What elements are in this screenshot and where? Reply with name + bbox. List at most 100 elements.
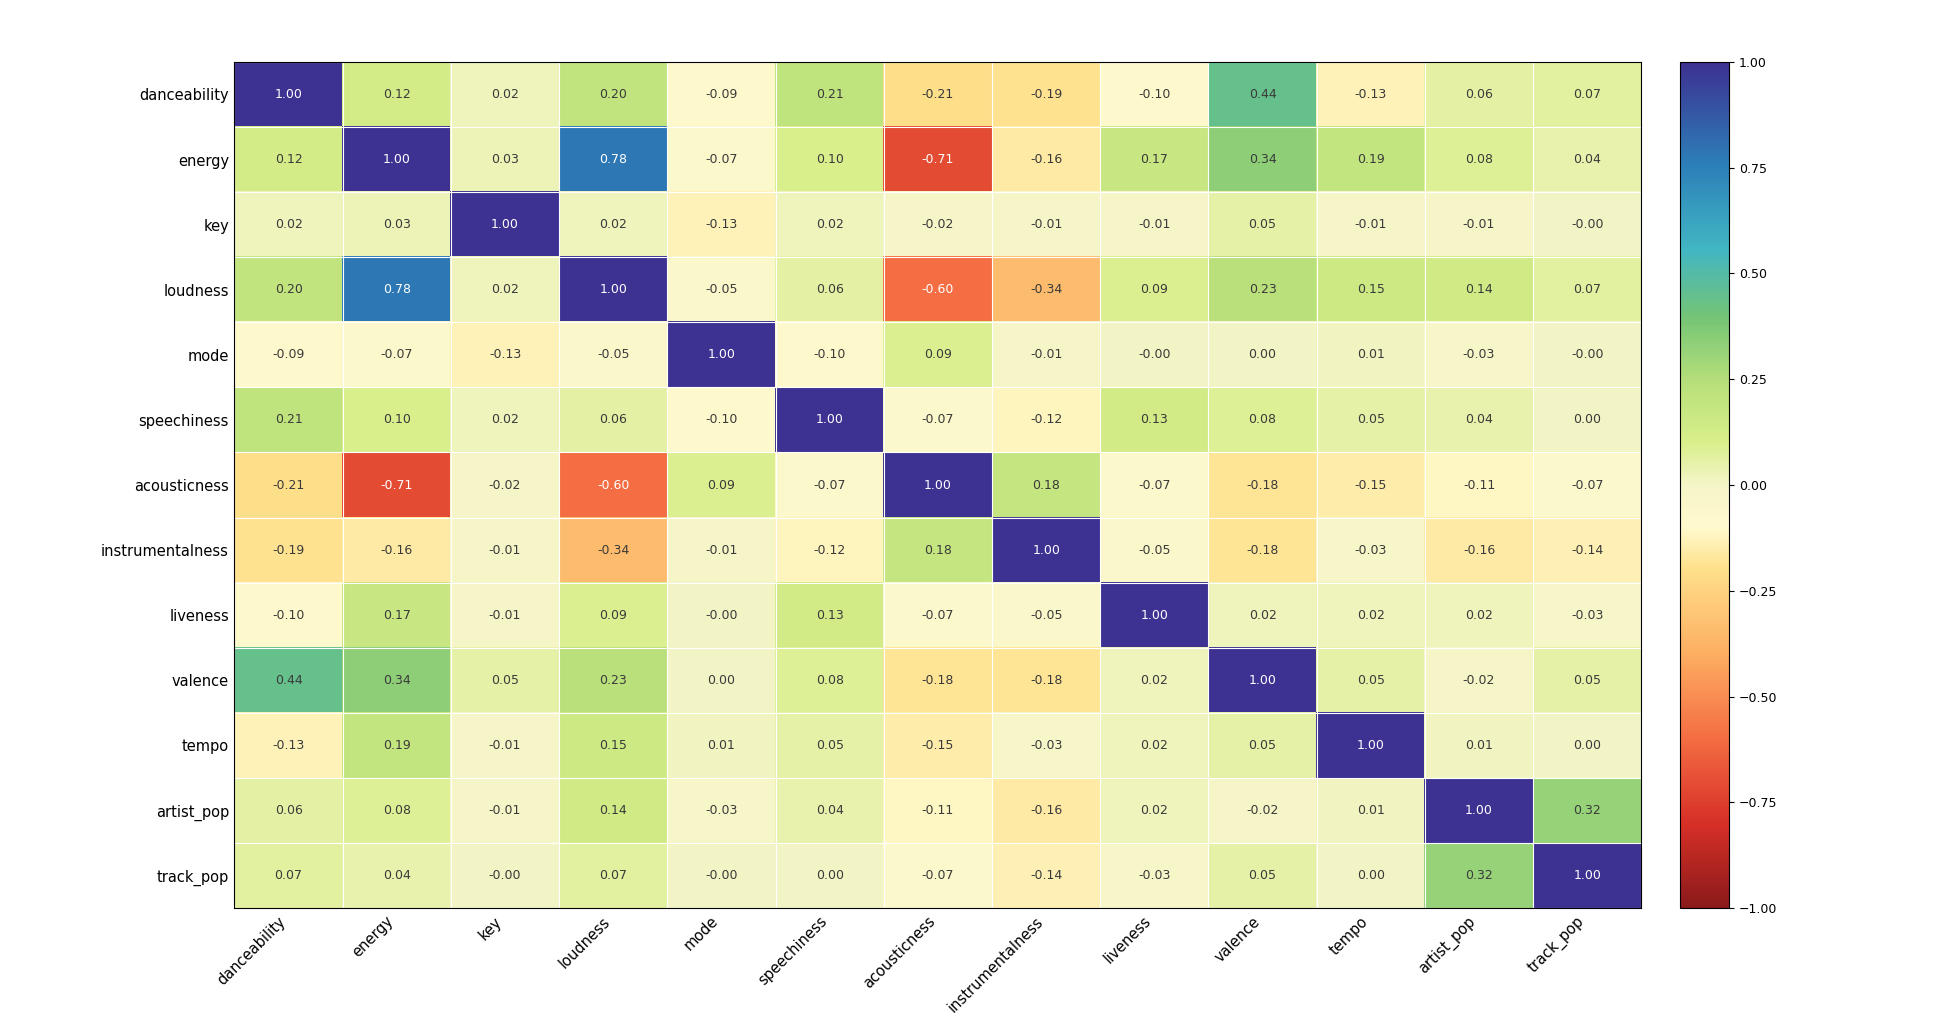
Text: 0.17: 0.17 bbox=[1141, 153, 1168, 166]
Text: 0.09: 0.09 bbox=[924, 349, 952, 361]
Text: 0.14: 0.14 bbox=[600, 804, 627, 817]
Text: -0.21: -0.21 bbox=[922, 88, 954, 101]
Text: -0.10: -0.10 bbox=[813, 349, 846, 361]
Text: 0.02: 0.02 bbox=[1141, 674, 1168, 687]
Text: 0.34: 0.34 bbox=[383, 674, 410, 687]
Text: 0.01: 0.01 bbox=[1466, 739, 1493, 752]
Text: -0.00: -0.00 bbox=[488, 869, 522, 882]
Text: 0.01: 0.01 bbox=[707, 739, 735, 752]
Text: -0.13: -0.13 bbox=[705, 218, 737, 231]
Text: 1.00: 1.00 bbox=[1249, 674, 1276, 687]
Text: 0.03: 0.03 bbox=[490, 153, 520, 166]
Text: -0.05: -0.05 bbox=[1137, 544, 1170, 556]
Text: 0.08: 0.08 bbox=[1466, 153, 1493, 166]
Text: 1.00: 1.00 bbox=[1356, 739, 1385, 752]
Text: 0.00: 0.00 bbox=[1356, 869, 1385, 882]
Text: -0.01: -0.01 bbox=[705, 544, 739, 556]
Text: -0.21: -0.21 bbox=[272, 479, 305, 491]
Text: -0.02: -0.02 bbox=[1464, 674, 1495, 687]
Text: 0.00: 0.00 bbox=[1573, 739, 1600, 752]
Text: -0.15: -0.15 bbox=[1354, 479, 1387, 491]
Text: 0.01: 0.01 bbox=[1356, 804, 1385, 817]
Text: 0.12: 0.12 bbox=[276, 153, 303, 166]
Text: 0.17: 0.17 bbox=[383, 609, 410, 621]
Text: 0.13: 0.13 bbox=[817, 609, 844, 621]
Text: 0.05: 0.05 bbox=[1356, 674, 1385, 687]
Text: 0.09: 0.09 bbox=[600, 609, 627, 621]
Text: -0.13: -0.13 bbox=[1354, 88, 1387, 101]
Text: 0.02: 0.02 bbox=[1249, 609, 1276, 621]
Text: 0.00: 0.00 bbox=[815, 869, 844, 882]
Text: -0.07: -0.07 bbox=[813, 479, 846, 491]
Text: -0.07: -0.07 bbox=[705, 153, 739, 166]
Text: -0.16: -0.16 bbox=[1030, 804, 1063, 817]
Text: 0.23: 0.23 bbox=[1249, 283, 1276, 296]
Text: 0.78: 0.78 bbox=[383, 283, 410, 296]
Text: -0.03: -0.03 bbox=[705, 804, 739, 817]
Text: -0.07: -0.07 bbox=[381, 349, 412, 361]
Text: -0.09: -0.09 bbox=[705, 88, 739, 101]
Text: -0.18: -0.18 bbox=[1247, 479, 1278, 491]
Text: 0.21: 0.21 bbox=[817, 88, 844, 101]
Text: -0.10: -0.10 bbox=[272, 609, 305, 621]
Text: -0.07: -0.07 bbox=[922, 869, 954, 882]
Text: 0.05: 0.05 bbox=[490, 674, 520, 687]
Text: 0.02: 0.02 bbox=[1466, 609, 1493, 621]
Text: 0.04: 0.04 bbox=[383, 869, 410, 882]
Text: -0.01: -0.01 bbox=[1464, 218, 1495, 231]
Text: 0.00: 0.00 bbox=[1573, 414, 1600, 426]
Text: -0.02: -0.02 bbox=[1247, 804, 1278, 817]
Text: 1.00: 1.00 bbox=[600, 283, 627, 296]
Text: 0.05: 0.05 bbox=[1249, 739, 1276, 752]
Text: 0.10: 0.10 bbox=[815, 153, 844, 166]
Text: -0.01: -0.01 bbox=[488, 609, 522, 621]
Text: 0.00: 0.00 bbox=[707, 674, 735, 687]
Text: -0.19: -0.19 bbox=[272, 544, 305, 556]
Text: -0.11: -0.11 bbox=[1464, 479, 1495, 491]
Text: 0.20: 0.20 bbox=[600, 88, 627, 101]
Text: -0.00: -0.00 bbox=[1571, 218, 1604, 231]
Text: -0.16: -0.16 bbox=[381, 544, 412, 556]
Text: 0.23: 0.23 bbox=[600, 674, 627, 687]
Text: 0.08: 0.08 bbox=[1249, 414, 1276, 426]
Text: -0.12: -0.12 bbox=[1030, 414, 1063, 426]
Text: 0.01: 0.01 bbox=[1356, 349, 1385, 361]
Text: -0.19: -0.19 bbox=[1030, 88, 1063, 101]
Text: -0.01: -0.01 bbox=[1354, 218, 1387, 231]
Text: 0.06: 0.06 bbox=[1466, 88, 1493, 101]
Text: -0.34: -0.34 bbox=[1030, 283, 1063, 296]
Text: -0.13: -0.13 bbox=[272, 739, 305, 752]
Text: -0.11: -0.11 bbox=[922, 804, 954, 817]
Text: 0.20: 0.20 bbox=[276, 283, 303, 296]
Text: 0.02: 0.02 bbox=[1356, 609, 1385, 621]
Text: 1.00: 1.00 bbox=[707, 349, 735, 361]
Text: 0.13: 0.13 bbox=[1141, 414, 1168, 426]
Text: 1.00: 1.00 bbox=[490, 218, 520, 231]
Text: -0.07: -0.07 bbox=[922, 414, 954, 426]
Text: 0.14: 0.14 bbox=[1466, 283, 1493, 296]
Text: -0.02: -0.02 bbox=[922, 218, 954, 231]
Text: 0.00: 0.00 bbox=[1249, 349, 1276, 361]
Text: 0.44: 0.44 bbox=[1249, 88, 1276, 101]
Text: 0.06: 0.06 bbox=[600, 414, 627, 426]
Text: 0.12: 0.12 bbox=[383, 88, 410, 101]
Text: -0.07: -0.07 bbox=[1571, 479, 1604, 491]
Text: -0.00: -0.00 bbox=[1571, 349, 1604, 361]
Text: 0.05: 0.05 bbox=[1356, 414, 1385, 426]
Text: 0.78: 0.78 bbox=[600, 153, 627, 166]
Text: -0.16: -0.16 bbox=[1030, 153, 1063, 166]
Text: -0.01: -0.01 bbox=[1030, 349, 1063, 361]
Text: 0.05: 0.05 bbox=[815, 739, 844, 752]
Text: -0.13: -0.13 bbox=[488, 349, 522, 361]
Text: -0.05: -0.05 bbox=[705, 283, 739, 296]
Text: 0.07: 0.07 bbox=[1573, 88, 1600, 101]
Text: 0.02: 0.02 bbox=[490, 283, 520, 296]
Text: 1.00: 1.00 bbox=[815, 414, 844, 426]
Text: 0.02: 0.02 bbox=[1141, 739, 1168, 752]
Text: 1.00: 1.00 bbox=[1466, 804, 1493, 817]
Text: 0.02: 0.02 bbox=[276, 218, 303, 231]
Text: expand output; double click to hide output: expand output; double click to hide outp… bbox=[23, 26, 391, 41]
Text: -0.18: -0.18 bbox=[1030, 674, 1063, 687]
Text: 0.18: 0.18 bbox=[1032, 479, 1061, 491]
Text: -0.15: -0.15 bbox=[922, 739, 954, 752]
